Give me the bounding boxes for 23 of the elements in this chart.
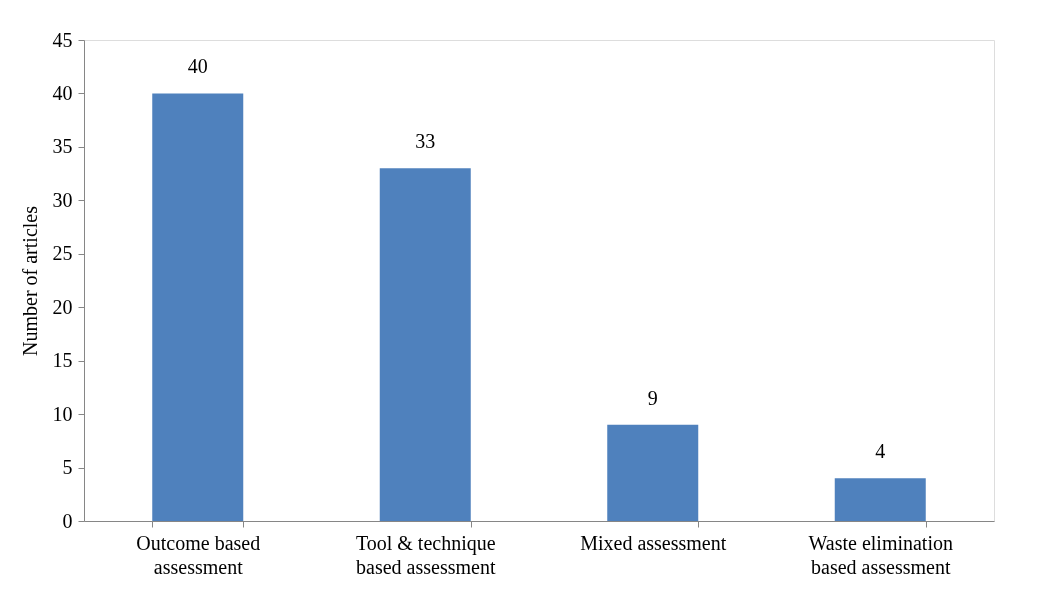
bar xyxy=(379,168,471,521)
y-tick-label: 0 xyxy=(62,509,73,532)
x-tick-label: Tool & technique based assessment xyxy=(355,531,496,578)
x-tick-label: Waste elimination based assessment xyxy=(808,531,953,578)
data-label: 9 xyxy=(647,386,658,409)
bar xyxy=(834,478,926,521)
y-tick-label: 5 xyxy=(62,456,73,479)
x-tick-label: Outcome based assessment xyxy=(136,531,261,578)
y-axis-title: Number of articles xyxy=(18,205,41,356)
y-tick-label: 45 xyxy=(52,28,73,51)
x-tick-label: Mixed assessment xyxy=(580,531,727,554)
y-tick-label: 20 xyxy=(52,295,73,318)
data-label: 33 xyxy=(415,130,436,153)
y-tick-label: 40 xyxy=(52,81,73,104)
bar xyxy=(152,93,244,521)
data-label: 4 xyxy=(875,440,886,463)
bar xyxy=(607,424,699,521)
y-tick-label: 10 xyxy=(52,402,73,425)
data-label: 40 xyxy=(187,55,208,78)
y-tick-label: 15 xyxy=(52,349,73,372)
y-tick-label: 30 xyxy=(52,188,73,211)
y-tick-label: 35 xyxy=(52,135,73,158)
y-tick-label: 25 xyxy=(52,242,73,265)
